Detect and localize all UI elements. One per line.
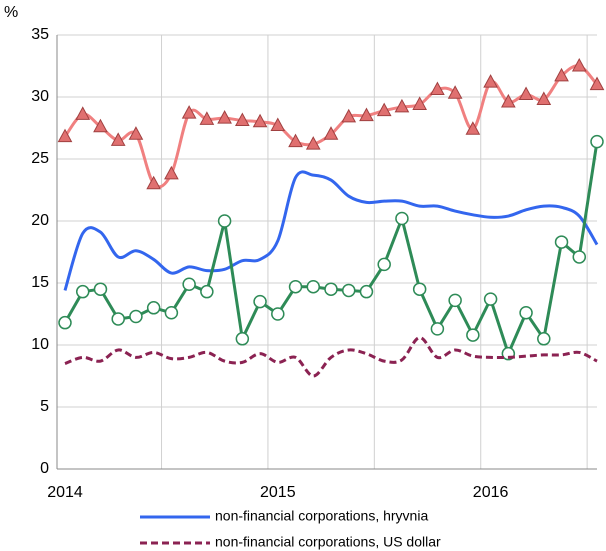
marker	[447, 85, 463, 99]
y-tick-label: 35	[31, 26, 49, 43]
marker	[93, 282, 108, 296]
marker	[164, 306, 179, 320]
marker	[537, 332, 551, 346]
y-axis-label: %	[4, 4, 18, 21]
marker	[253, 294, 267, 309]
marker	[590, 134, 604, 149]
y-tick-label: 10	[31, 336, 49, 353]
marker	[146, 301, 161, 315]
marker	[234, 112, 250, 127]
marker	[430, 322, 445, 336]
series-line	[64, 336, 598, 378]
y-tick-label: 20	[31, 212, 49, 229]
y-tick-label: 30	[31, 88, 49, 105]
marker	[128, 126, 144, 140]
marker	[164, 165, 179, 180]
series-line	[63, 170, 599, 291]
y-tick-label: 0	[40, 460, 49, 477]
marker	[359, 284, 374, 299]
marker	[182, 277, 196, 291]
legend-label: non-financial corporations, hryvnia	[215, 508, 428, 524]
marker	[500, 93, 516, 108]
marker	[146, 175, 162, 190]
marker	[395, 211, 409, 226]
marker	[305, 136, 321, 150]
marker	[111, 312, 125, 326]
marker	[518, 86, 534, 101]
marker	[412, 96, 428, 110]
marker	[75, 106, 91, 120]
marker	[394, 98, 410, 113]
marker	[376, 102, 392, 117]
marker	[571, 57, 587, 72]
y-tick-label: 15	[31, 274, 49, 291]
marker	[554, 67, 569, 82]
marker	[199, 111, 215, 125]
y-tick-label: 25	[31, 150, 49, 167]
marker	[483, 292, 498, 306]
marker	[200, 284, 214, 299]
marker	[589, 76, 605, 91]
marker	[554, 235, 569, 249]
x-tick-label: 2015	[260, 484, 296, 501]
marker	[323, 126, 339, 140]
marker	[270, 117, 286, 132]
marker	[181, 105, 197, 119]
marker	[519, 306, 533, 320]
y-tick-label: 5	[40, 398, 49, 415]
marker	[288, 133, 303, 148]
marker	[217, 214, 232, 228]
marker	[129, 309, 143, 324]
marker	[430, 81, 445, 96]
marker	[110, 132, 126, 146]
marker	[341, 108, 357, 123]
legend-label: non-financial corporations, US dollar	[215, 534, 441, 550]
marker	[235, 332, 250, 346]
marker	[252, 113, 268, 128]
marker	[306, 279, 321, 294]
marker	[412, 282, 427, 296]
marker	[217, 110, 232, 124]
marker	[341, 283, 356, 298]
marker	[466, 328, 480, 342]
marker	[572, 250, 587, 264]
marker	[359, 107, 374, 122]
marker	[271, 307, 285, 321]
marker	[324, 282, 338, 296]
marker	[93, 118, 108, 133]
marker	[448, 293, 462, 308]
x-tick-label: 2016	[473, 484, 509, 501]
marker	[465, 121, 481, 135]
marker	[75, 284, 90, 299]
marker	[483, 74, 498, 88]
x-tick-label: 2014	[47, 484, 83, 501]
series-line	[63, 141, 599, 358]
marker	[288, 279, 303, 294]
marker	[58, 315, 72, 330]
marker	[57, 128, 73, 143]
marker	[536, 91, 552, 105]
marker	[377, 257, 391, 272]
